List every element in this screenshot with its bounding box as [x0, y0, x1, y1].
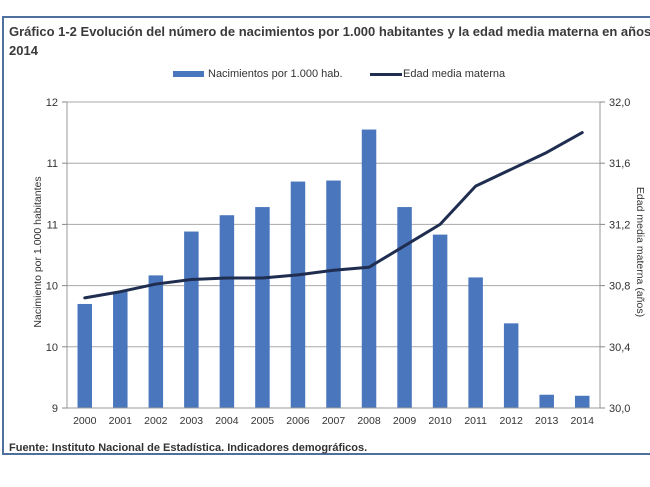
bar-2007: [326, 180, 341, 408]
bar-2003: [184, 231, 199, 408]
chart-title-line2: 2014: [9, 43, 38, 58]
legend-item-births: Nacimientos por 1.000 hab.: [173, 66, 343, 82]
x-tick-label: 2009: [393, 415, 417, 427]
x-tick-label: 2006: [286, 415, 310, 427]
x-tick-label: 2004: [215, 415, 239, 427]
x-tick-label: 2007: [322, 415, 346, 427]
x-tick-label: 2000: [73, 415, 97, 427]
bar-2013: [539, 394, 554, 408]
left-tick-label: 11: [47, 158, 58, 170]
bar-2008: [361, 129, 377, 409]
chart-title: Gráfico 1-2 Evolución del número de naci…: [9, 22, 650, 60]
bar-2002: [148, 275, 164, 408]
right-tick-label: 32,0: [609, 97, 630, 109]
left-tick-label: 10: [46, 342, 58, 354]
x-tick-label: 2013: [535, 415, 559, 427]
bar-2009: [397, 207, 412, 408]
right-tick-label: 31,2: [609, 219, 630, 231]
x-tick-label: 2012: [499, 415, 523, 427]
source-note: Fuente: Instituto Nacional de Estadístic…: [9, 442, 368, 454]
left-tick-label: 10: [46, 281, 58, 293]
left-tick-label: 9: [52, 403, 58, 415]
legend-item-age: Edad media materna: [370, 66, 505, 82]
bar-2014: [574, 395, 590, 408]
left-tick-label: 12: [46, 97, 58, 109]
bar-2012: [503, 323, 519, 408]
x-tick-label: 2008: [357, 415, 381, 427]
x-tick-label: 2011: [464, 415, 487, 427]
right-tick-label: 30,0: [609, 403, 630, 415]
bar-2004: [219, 215, 235, 408]
x-tick-label: 2002: [144, 415, 168, 427]
right-tick-label: 30,8: [609, 281, 630, 293]
x-tick-label: 2003: [180, 415, 204, 427]
right-tick-label: 30,4: [609, 342, 630, 354]
right-axis-ticks: 30,0 30,4 30,8 31,2 31,6 32,0: [600, 97, 630, 415]
legend-label-births: Nacimientos por 1.000 hab.: [208, 68, 343, 80]
right-tick-label: 31,6: [609, 158, 630, 170]
axes: [66, 102, 601, 409]
left-tick-label: 11: [47, 219, 58, 231]
legend-swatch-bar: [173, 71, 204, 77]
bar-2005: [255, 207, 270, 408]
figure-frame: [2, 16, 650, 455]
x-tick-label: 2014: [571, 415, 595, 427]
legend-label-age: Edad media materna: [403, 68, 506, 80]
right-axis-label: Edad media materna (años): [634, 187, 646, 317]
x-axis-ticks: 2000 2001 2002 2003 2004 2005 2006 2007 2008 2009…: [73, 415, 594, 427]
bar-series: [77, 129, 590, 409]
x-tick-label: 2010: [428, 415, 452, 427]
bar-2001: [113, 291, 128, 408]
left-axis-ticks: 9 10 10 11 11 12: [46, 97, 67, 415]
legend-swatch-line: [370, 72, 402, 76]
left-axis-label: Nacimiento por 1.000 habitantes: [32, 176, 44, 327]
legend: Nacimientos por 1.000 hab. Edad media ma…: [0, 66, 650, 82]
x-tick-label: 2005: [251, 415, 275, 427]
line-series: [83, 131, 584, 300]
bar-2006: [290, 181, 306, 408]
bar-2010: [432, 234, 448, 408]
chart-title-line1: Gráfico 1-2 Evolución del número de naci…: [9, 24, 650, 39]
x-tick-label: 2001: [109, 415, 133, 427]
bar-2011: [468, 277, 483, 408]
bar-2000: [77, 303, 93, 408]
